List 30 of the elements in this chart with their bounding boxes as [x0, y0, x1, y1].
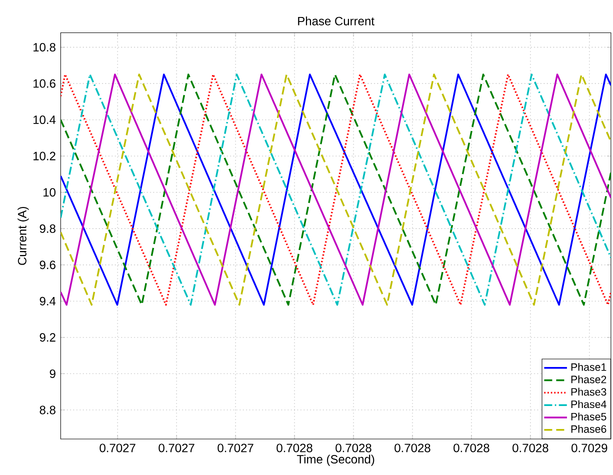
y-tick-label: 9 — [50, 369, 56, 378]
chart-title: Phase Current — [298, 16, 374, 26]
y-tick-label: 10.8 — [34, 42, 56, 52]
x-tick-label: 0.7028 — [276, 444, 312, 452]
y-tick-label: 9.6 — [40, 260, 56, 270]
y-tick-label: 10.2 — [34, 152, 56, 160]
legend-label: Phase4 — [571, 400, 606, 408]
x-tick-label: 0.7027 — [158, 444, 194, 452]
legend-label: Phase6 — [571, 424, 606, 433]
y-axis-title: Current (A) — [18, 206, 29, 265]
y-tick-label: 9.8 — [40, 224, 56, 233]
line-series — [60, 74, 611, 306]
x-tick-label: 0.7027 — [100, 444, 136, 452]
y-tick-label: 9.4 — [40, 296, 56, 306]
y-tick-label: 10 — [44, 188, 56, 197]
x-tick-label: 0.7027 — [218, 444, 254, 452]
legend-label: Phase3 — [571, 388, 606, 396]
y-tick-label: 9.2 — [40, 333, 56, 342]
x-tick-label: 0.7028 — [512, 444, 548, 452]
x-axis-title: Time (Second) — [296, 454, 374, 466]
x-tick-label: 0.7028 — [454, 444, 490, 452]
x-tick-label: 0.7029 — [572, 444, 608, 452]
y-tick-label: 8.8 — [40, 406, 56, 414]
legend-label: Phase5 — [571, 412, 606, 420]
legend-label: Phase2 — [571, 375, 606, 384]
y-tick-label: 10.6 — [34, 79, 56, 88]
y-tick-label: 10.4 — [34, 116, 56, 124]
legend-label: Phase1 — [571, 363, 606, 371]
x-tick-label: 0.7028 — [336, 444, 372, 452]
x-tick-label: 0.7028 — [394, 444, 430, 452]
